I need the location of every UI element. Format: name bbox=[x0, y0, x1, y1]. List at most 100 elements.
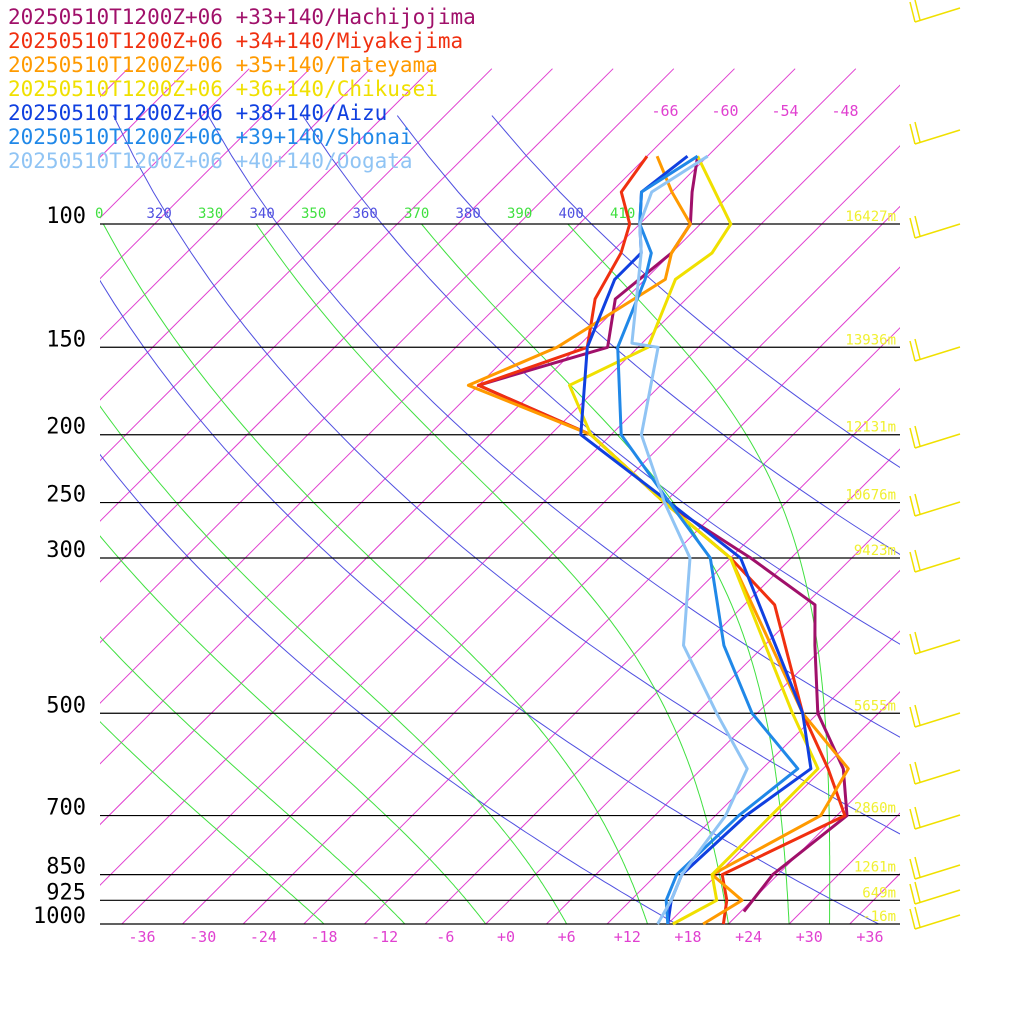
profile-line bbox=[466, 155, 850, 926]
wind-barb-flag bbox=[909, 858, 916, 880]
x-tick-label: +24 bbox=[735, 928, 762, 946]
x-tick-label: +0 bbox=[497, 928, 515, 946]
pressure-lines bbox=[100, 223, 900, 925]
x-axis-ticks: -36 -30 -24 -18 -12 -6 +0 +6 +12 +18 +24 +30 +36 bbox=[128, 928, 883, 946]
height-label: 12131m bbox=[845, 420, 896, 436]
isotherm-line bbox=[667, 691, 900, 924]
isotherm-line bbox=[100, 84, 900, 886]
theta-label: 410 bbox=[610, 206, 635, 222]
wind-barb-flag bbox=[909, 633, 916, 655]
wind-barbs bbox=[909, 0, 961, 930]
wind-barb-flag bbox=[914, 906, 921, 928]
pressure-level-label: 700 bbox=[46, 796, 86, 821]
x-tick-label: +6 bbox=[558, 928, 576, 946]
dry-adiabat-line bbox=[302, 115, 900, 645]
isotherm-lines bbox=[0, 68, 900, 924]
height-label: -16m bbox=[862, 909, 896, 925]
isotherm-line bbox=[242, 266, 900, 924]
height-label: 9423m bbox=[854, 543, 896, 559]
wind-barb bbox=[914, 129, 961, 145]
x-tick-label: +30 bbox=[796, 928, 823, 946]
wind-barb-flag bbox=[909, 908, 916, 930]
x-tick-label: -24 bbox=[250, 928, 277, 946]
theta-label: 370 bbox=[404, 206, 429, 222]
isotherm-line bbox=[100, 68, 493, 462]
pressure-level-label: 925 bbox=[46, 880, 86, 905]
wind-barb-flag bbox=[914, 806, 921, 828]
legend-entry: 20250510T1200Z+06 +33+140/Hachijojima bbox=[8, 5, 476, 29]
mixing-ratio-label: -66 bbox=[651, 102, 678, 120]
x-tick-label: -12 bbox=[371, 928, 398, 946]
pressure-level-label: 200 bbox=[46, 415, 86, 440]
isotherm-line bbox=[788, 812, 900, 924]
wind-barb-flag bbox=[909, 763, 916, 785]
wind-barb bbox=[914, 557, 961, 573]
isotherm-line bbox=[100, 68, 857, 826]
height-label: 649m bbox=[862, 885, 896, 901]
legend-entry: 20250510T1200Z+06 +36+140/Chikusei bbox=[8, 77, 438, 101]
wind-barb-flag bbox=[914, 215, 921, 237]
isotherm-line bbox=[182, 205, 900, 924]
temperature-profiles bbox=[466, 154, 850, 926]
isotherm-line bbox=[424, 448, 900, 924]
legend-entry: 20250510T1200Z+06 +34+140/Miyakejima bbox=[8, 29, 463, 53]
moist-adiabat-lines bbox=[100, 223, 831, 924]
isotherm-line bbox=[100, 68, 675, 644]
dry-adiabat-line bbox=[491, 115, 900, 469]
theta-label: 380 bbox=[456, 206, 481, 222]
theta-label: 0 bbox=[95, 206, 103, 222]
wind-barb-flag bbox=[909, 495, 916, 517]
theta-label: 330 bbox=[198, 206, 223, 222]
height-label: 13936m bbox=[845, 332, 896, 348]
profile-line bbox=[630, 154, 749, 925]
pressure-level-label: 150 bbox=[46, 327, 86, 352]
theta-label: 350 bbox=[301, 206, 326, 222]
wind-barb-flag bbox=[914, 881, 921, 903]
pressure-level-label: 850 bbox=[46, 855, 86, 880]
wind-barb bbox=[914, 639, 961, 655]
wind-barb bbox=[914, 889, 961, 905]
theta-label: 320 bbox=[147, 206, 172, 222]
wind-barb-flag bbox=[914, 338, 921, 360]
x-tick-label: +12 bbox=[614, 928, 641, 946]
wind-barb bbox=[914, 864, 961, 880]
wind-barb-flag bbox=[914, 493, 921, 515]
x-tick-label: +36 bbox=[856, 928, 883, 946]
dry-adiabat-line bbox=[113, 115, 900, 835]
height-label: 10676m bbox=[845, 488, 896, 504]
isotherm-line bbox=[100, 68, 614, 583]
moist-adiabat-line bbox=[102, 223, 648, 924]
moist-adiabat-line bbox=[567, 223, 831, 924]
wind-barb-flag bbox=[909, 217, 916, 239]
x-tick-label: -6 bbox=[436, 928, 454, 946]
wind-barb-flag bbox=[909, 551, 916, 573]
legend: 20250510T1200Z+06 +33+140/Hachijojima202… bbox=[8, 5, 476, 173]
x-tick-label: -30 bbox=[189, 928, 216, 946]
mixing-ratio-label: -54 bbox=[771, 102, 798, 120]
isotherm-line bbox=[100, 68, 311, 280]
height-label: 5655m bbox=[854, 698, 896, 714]
wind-barb-flag bbox=[914, 549, 921, 571]
x-tick-label: -36 bbox=[128, 928, 155, 946]
isotherm-line bbox=[546, 569, 900, 924]
dry-adiabat-line bbox=[100, 453, 677, 924]
height-label: 16427m bbox=[845, 209, 896, 225]
wind-barb-flag bbox=[914, 425, 921, 447]
theta-label: 340 bbox=[250, 206, 275, 222]
isotherm-line bbox=[100, 68, 250, 219]
legend-entry: 20250510T1200Z+06 +40+140/Oogata bbox=[8, 149, 413, 173]
wind-barb bbox=[914, 769, 961, 785]
isotherm-line bbox=[100, 68, 432, 401]
isotherm-line bbox=[0, 69, 7, 924]
pressure-level-label: 300 bbox=[46, 538, 86, 563]
wind-barb-flag bbox=[909, 340, 916, 362]
wind-barb bbox=[914, 814, 961, 830]
wind-barb bbox=[914, 223, 961, 239]
wind-barb bbox=[914, 501, 961, 517]
profile-line bbox=[616, 154, 800, 925]
theta-label: 390 bbox=[507, 206, 532, 222]
profile-line bbox=[568, 155, 820, 926]
isotherm-line bbox=[100, 68, 189, 158]
